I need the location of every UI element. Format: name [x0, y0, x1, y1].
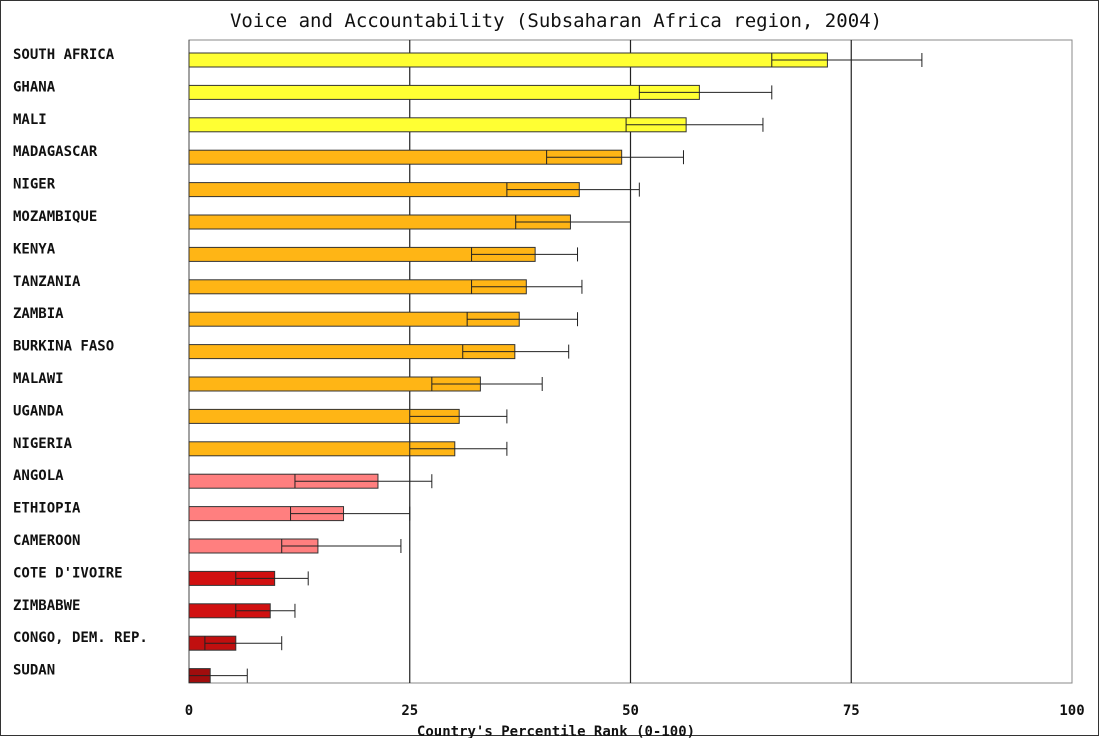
category-label: SUDAN — [13, 663, 55, 679]
category-label: CAMEROON — [13, 533, 80, 549]
x-axis-label: Country's Percentile Rank (0-100) — [417, 724, 695, 738]
x-tick-labels: 0 25 50 75 100 — [185, 703, 1085, 719]
category-label: NIGERIA — [13, 436, 73, 452]
category-label: TANZANIA — [13, 274, 81, 290]
bar — [188, 84, 700, 100]
x-tick-label: 50 — [622, 703, 639, 719]
x-tick-label: 100 — [1059, 703, 1084, 719]
category-label: MOZAMBIQUE — [13, 209, 97, 225]
x-tick-label: 75 — [843, 703, 860, 719]
category-label: COTE D'IVOIRE — [13, 565, 123, 581]
x-tick-label: 0 — [185, 703, 193, 719]
category-label: ZAMBIA — [13, 306, 64, 322]
category-label: SOUTH AFRICA — [13, 47, 115, 63]
category-label: GHANA — [13, 79, 56, 95]
category-label: ETHIOPIA — [13, 501, 81, 517]
bar — [188, 117, 687, 133]
category-label: KENYA — [13, 241, 56, 257]
category-label: MALAWI — [13, 371, 64, 387]
category-labels: SOUTH AFRICA GHANA MALI MADAGASCAR NIGER MOZA… — [13, 47, 148, 679]
category-label: MADAGASCAR — [13, 144, 98, 160]
x-tick-label: 25 — [401, 703, 418, 719]
bar — [188, 214, 571, 230]
chart-title: Voice and Accountability (Subsaharan Afr… — [230, 10, 882, 32]
category-label: ZIMBABWE — [13, 598, 80, 614]
category-label: BURKINA FASO — [13, 339, 114, 355]
category-label: ANGOLA — [13, 468, 64, 484]
bar — [188, 52, 828, 68]
category-label: NIGER — [13, 177, 56, 193]
grid-lines — [188, 40, 852, 683]
category-label: UGANDA — [13, 403, 64, 419]
category-label: MALI — [13, 112, 47, 128]
bars — [188, 52, 828, 684]
error-bars — [188, 53, 923, 683]
category-label: CONGO, DEM. REP. — [13, 630, 148, 646]
